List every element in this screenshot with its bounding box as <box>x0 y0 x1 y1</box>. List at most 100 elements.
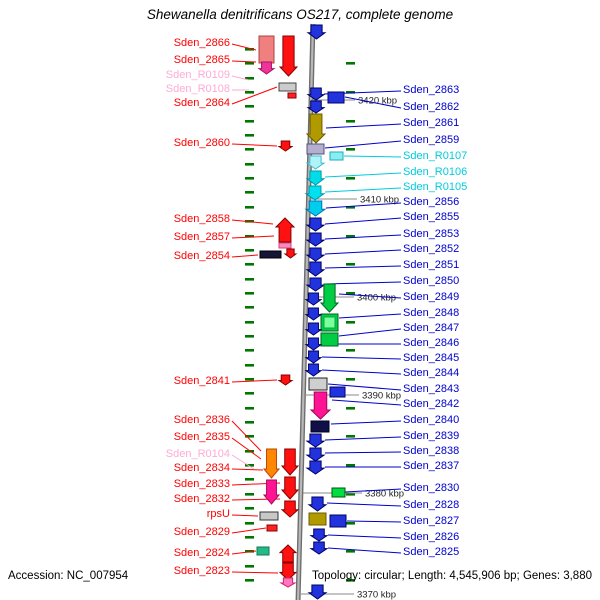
gene-feature-sden-2848-inner[interactable] <box>323 316 336 329</box>
gene-feature-rpsu[interactable] <box>259 511 279 521</box>
gene-feature-sden-2862[interactable] <box>327 91 345 104</box>
gene-label-Sden_2851[interactable]: Sden_2851 <box>403 259 460 271</box>
gene-feature-sden-2850[interactable] <box>305 277 326 292</box>
gene-label-Sden_2842[interactable]: Sden_2842 <box>403 398 460 410</box>
gene-feature-sden-2822-tip[interactable] <box>279 577 297 588</box>
gene-label-Sden_2835[interactable]: Sden_2835 <box>173 431 230 443</box>
gene-label-Sden_2836[interactable]: Sden_2836 <box>173 414 230 426</box>
gene-feature-sden-r0107b[interactable] <box>305 155 326 170</box>
gene-label-Sden_2854[interactable]: Sden_2854 <box>173 250 230 262</box>
gene-feature-sden-2855[interactable] <box>305 217 326 232</box>
gene-label-Sden_2829[interactable]: Sden_2829 <box>173 526 230 538</box>
gene-label-Sden_R0108[interactable]: Sden_R0108 <box>165 83 230 95</box>
gene-feature-sden-2840[interactable] <box>310 420 330 433</box>
gene-label-Sden_2857[interactable]: Sden_2857 <box>173 231 230 243</box>
gene-feature-sden-2833[interactable] <box>280 448 300 476</box>
gene-feature-sden-2839[interactable] <box>305 433 326 448</box>
gene-label-Sden_2866[interactable]: Sden_2866 <box>173 37 230 49</box>
gene-feature-sden-2842[interactable] <box>309 391 332 420</box>
gene-label-Sden_2844[interactable]: Sden_2844 <box>403 367 460 379</box>
gene-feature-sden-2831[interactable] <box>280 500 300 518</box>
gene-label-Sden_2846[interactable]: Sden_2846 <box>403 337 460 349</box>
gene-feature-sden-2866-tip[interactable] <box>257 61 276 75</box>
gene-label-Sden_R0109[interactable]: Sden_R0109 <box>165 69 230 81</box>
gene-label-Sden_2841[interactable]: Sden_2841 <box>173 375 230 387</box>
gene-feature-sden-2826[interactable] <box>309 528 329 542</box>
gene-label-Sden_2856[interactable]: Sden_2856 <box>403 196 460 208</box>
gene-feature-sden-2847[interactable] <box>320 332 339 347</box>
gene-feature-bottom-arrow[interactable] <box>307 584 328 600</box>
gene-label-Sden_2863[interactable]: Sden_2863 <box>403 84 460 96</box>
gene-feature-sden-2858[interactable] <box>274 217 296 243</box>
gene-feature-sden-2838[interactable] <box>305 447 326 462</box>
gene-feature-sden-2844[interactable] <box>304 363 323 377</box>
gene-feature-sden-2830[interactable] <box>331 487 346 498</box>
gene-label-Sden_R0106[interactable]: Sden_R0106 <box>403 166 468 178</box>
gene-label-Sden_2826[interactable]: Sden_2826 <box>403 531 460 543</box>
gene-feature-sden-2849[interactable] <box>319 283 340 313</box>
gene-feature-sden-2864b[interactable] <box>287 92 297 99</box>
gene-feature-sden-2856[interactable] <box>304 200 327 217</box>
gene-label-Sden_R0104[interactable]: Sden_R0104 <box>165 448 230 460</box>
gene-feature-sden-2865[interactable] <box>278 35 299 77</box>
gene-label-Sden_2858[interactable]: Sden_2858 <box>173 213 230 225</box>
gene-feature-sden-2852[interactable] <box>305 247 326 262</box>
gene-feature-sden-2843b[interactable] <box>329 386 346 398</box>
gene-feature-sden-r0107[interactable] <box>329 151 344 161</box>
gene-label-Sden_2861[interactable]: Sden_2861 <box>403 117 460 129</box>
gene-feature-sden-2854b[interactable] <box>283 248 298 259</box>
gene-feature-sden-2860[interactable] <box>277 140 294 152</box>
gene-label-Sden_2849[interactable]: Sden_2849 <box>403 291 460 303</box>
gene-feature-sden-2864[interactable] <box>278 82 297 92</box>
gene-feature-sden-2857[interactable] <box>278 242 292 249</box>
gene-label-Sden_2827[interactable]: Sden_2827 <box>403 515 460 527</box>
gene-feature-sden-2823-up[interactable] <box>278 544 298 563</box>
gene-label-Sden_2852[interactable]: Sden_2852 <box>403 243 460 255</box>
gene-feature-sden-2825[interactable] <box>309 541 329 555</box>
gene-label-Sden_R0107[interactable]: Sden_R0107 <box>403 150 468 162</box>
gene-feature-sden-2861[interactable] <box>305 113 327 144</box>
gene-feature-sden-2843[interactable] <box>308 377 328 391</box>
gene-feature-blue-run-3[interactable] <box>304 322 323 336</box>
gene-label-Sden_2823[interactable]: Sden_2823 <box>173 565 230 577</box>
gene-feature-sden-2837[interactable] <box>305 460 326 475</box>
gene-label-Sden_2864[interactable]: Sden_2864 <box>173 97 230 109</box>
gene-feature-sden-2829[interactable] <box>266 524 278 532</box>
gene-feature-sden-2834b[interactable] <box>262 479 281 505</box>
gene-feature-sden-r0105[interactable] <box>304 185 326 201</box>
gene-feature-sden-2841[interactable] <box>277 374 294 386</box>
gene-feature-sden-2823-down[interactable] <box>278 562 298 581</box>
gene-feature-sden-2846[interactable] <box>304 337 323 351</box>
gene-label-Sden_2855[interactable]: Sden_2855 <box>403 211 460 223</box>
gene-label-Sden_2843[interactable]: Sden_2843 <box>403 383 460 395</box>
gene-label-Sden_2834[interactable]: Sden_2834 <box>173 462 230 474</box>
gene-label-Sden_2862[interactable]: Sden_2862 <box>403 101 460 113</box>
gene-label-Sden_2832[interactable]: Sden_2832 <box>173 493 230 505</box>
gene-label-Sden_R0105[interactable]: Sden_R0105 <box>403 181 468 193</box>
gene-feature-top-arrow[interactable] <box>306 24 327 40</box>
gene-label-Sden_2825[interactable]: Sden_2825 <box>403 546 460 558</box>
gene-feature-sden-2834[interactable] <box>262 448 281 479</box>
gene-feature-sden-2866[interactable] <box>258 35 275 64</box>
gene-label-Sden_2847[interactable]: Sden_2847 <box>403 322 460 334</box>
gene-label-Sden_2833[interactable]: Sden_2833 <box>173 478 230 490</box>
gene-feature-sden-2832[interactable] <box>280 476 300 500</box>
gene-label-Sden_2830[interactable]: Sden_2830 <box>403 482 460 494</box>
gene-feature-sden-r0106[interactable] <box>305 170 326 186</box>
gene-label-rpsU[interactable]: rpsU <box>206 508 230 520</box>
gene-label-Sden_2838[interactable]: Sden_2838 <box>403 445 460 457</box>
gene-feature-sden-2863a[interactable] <box>306 87 326 101</box>
gene-feature-sden-2827a[interactable] <box>308 512 327 526</box>
gene-feature-sden-2827[interactable] <box>329 514 347 528</box>
gene-label-Sden_2853[interactable]: Sden_2853 <box>403 228 460 240</box>
gene-feature-sden-2845[interactable] <box>304 350 323 364</box>
gene-label-Sden_2865[interactable]: Sden_2865 <box>173 54 230 66</box>
gene-feature-sden-2863b[interactable] <box>306 100 326 114</box>
gene-label-Sden_2837[interactable]: Sden_2837 <box>403 460 460 472</box>
gene-feature-sden-2851[interactable] <box>305 261 326 277</box>
gene-label-Sden_2828[interactable]: Sden_2828 <box>403 499 460 511</box>
gene-feature-sden-2853[interactable] <box>305 232 326 247</box>
gene-feature-sden-2854[interactable] <box>259 250 282 259</box>
gene-label-Sden_2824[interactable]: Sden_2824 <box>173 547 230 559</box>
gene-label-Sden_2839[interactable]: Sden_2839 <box>403 430 460 442</box>
